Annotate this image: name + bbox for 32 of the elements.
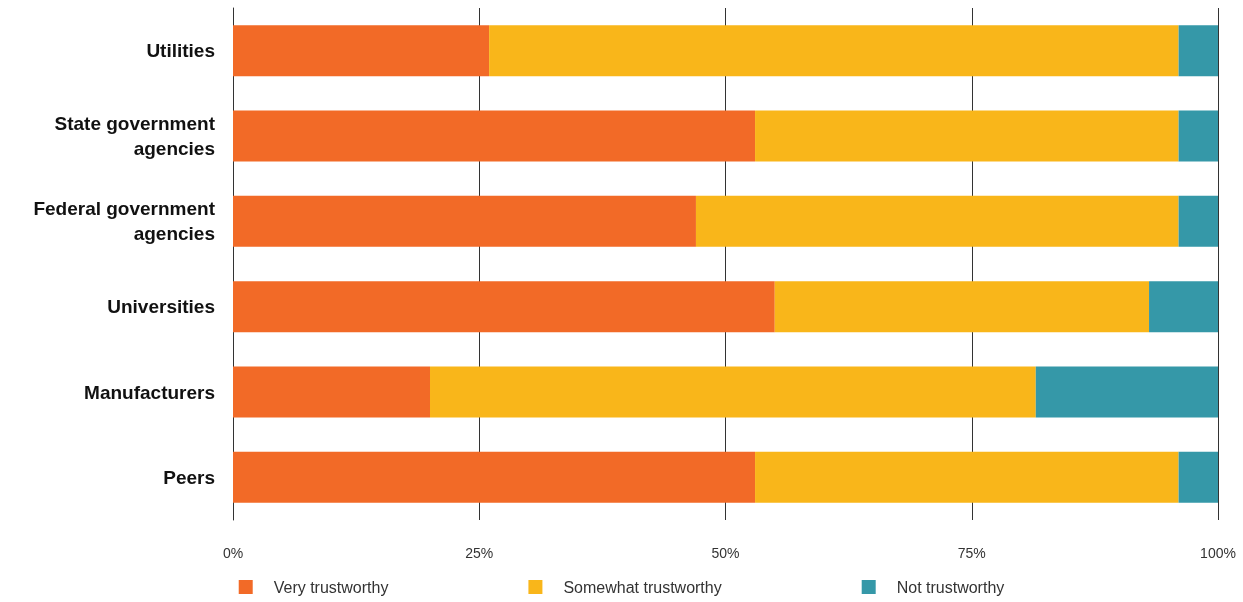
y-tick-label: Universities (107, 296, 215, 318)
bar (233, 366, 430, 418)
x-tick-label: 0% (222, 545, 244, 561)
bar (233, 281, 775, 333)
bar (233, 25, 490, 77)
legend-label: Very trustworthy (273, 578, 389, 596)
legend-label: Somewhat trustworthy (563, 578, 722, 596)
bar (489, 25, 1179, 77)
bar (233, 110, 756, 162)
y-tick-label: Peers (163, 466, 215, 488)
y-tick-label: Federal government agencies (33, 198, 216, 245)
bar (1178, 195, 1218, 247)
bar (233, 451, 756, 503)
bar (1178, 25, 1218, 77)
bar (774, 281, 1150, 333)
bar (1178, 110, 1218, 162)
x-tick-label: 50% (711, 545, 740, 561)
bar (755, 451, 1179, 503)
bar (695, 195, 1179, 247)
bar (1035, 366, 1218, 418)
bar (430, 366, 1036, 418)
y-tick-label: State government agencies (54, 113, 216, 159)
y-tick-label: Utilities (146, 40, 215, 62)
y-tick-label: Manufacturers (84, 381, 215, 403)
bar (1149, 281, 1218, 333)
bar (755, 110, 1179, 162)
bar (233, 195, 696, 247)
x-tick-label: 25% (465, 545, 494, 561)
x-tick-label: 75% (957, 545, 986, 561)
legend-label: Not trustworthy (896, 578, 1005, 596)
bar (1178, 451, 1218, 503)
x-tick-label: 100% (1200, 545, 1236, 561)
